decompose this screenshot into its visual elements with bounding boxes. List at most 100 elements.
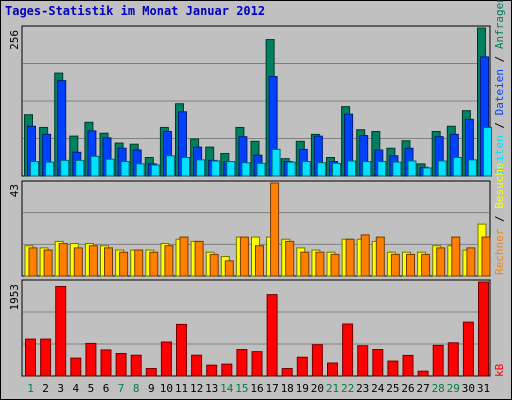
bar-seiten-day-27: [422, 167, 432, 177]
bar-rechner-day-27: [421, 253, 431, 277]
bar-rechner-day-29: [451, 236, 461, 277]
bar-rechner-day-31: [481, 236, 491, 277]
top-panel: 256 Seiten / Dateien / Anfragen: [8, 0, 506, 177]
legend-anfragen: Anfragen: [493, 0, 506, 49]
bar-seiten-day-8: [135, 163, 145, 177]
bar-rechner-day-6: [104, 247, 113, 277]
legend-rechner: Rechner: [493, 228, 506, 275]
bar-kb-day-2: [40, 338, 52, 377]
bar-rechner-day-7: [119, 251, 129, 277]
x-tick-label-25: 25: [386, 382, 399, 395]
bar-kb-day-26: [402, 354, 414, 377]
bar-seiten-day-30: [467, 159, 477, 177]
x-tick-label-19: 19: [296, 382, 309, 395]
top-y-max-label: 256: [8, 30, 21, 50]
bar-seiten-day-7: [120, 161, 130, 177]
bar-rechner-day-5: [88, 245, 98, 277]
bar-kb-day-10: [160, 341, 172, 377]
x-tick-label-2: 2: [42, 382, 49, 395]
bar-seiten-day-22: [347, 160, 357, 177]
x-tick-label-29: 29: [447, 382, 460, 395]
bottom-legend: kB: [493, 363, 506, 377]
bar-rechner-day-21: [330, 253, 340, 277]
bar-seiten-day-17: [271, 148, 281, 177]
x-tick-label-3: 3: [57, 382, 64, 395]
bar-seiten-day-12: [196, 159, 206, 177]
bar-rechner-day-17: [270, 182, 280, 277]
bar-rechner-day-30: [466, 247, 476, 277]
bar-seiten-day-23: [362, 161, 372, 177]
bottom-panel: 1953 kB: [8, 279, 506, 377]
svg-text:kB: kB: [493, 363, 506, 377]
x-tick-label-8: 8: [133, 382, 140, 395]
x-tick-label-16: 16: [250, 382, 263, 395]
x-tick-label-17: 17: [265, 382, 278, 395]
bar-seiten-day-18: [286, 161, 296, 177]
x-tick-label-21: 21: [326, 382, 339, 395]
bar-kb-day-13: [206, 364, 218, 377]
x-tick-label-5: 5: [88, 382, 95, 395]
x-tick-label-15: 15: [235, 382, 248, 395]
bar-rechner-day-9: [149, 251, 159, 277]
bar-kb-day-7: [115, 352, 127, 377]
bar-kb-day-24: [372, 349, 384, 377]
bar-kb-day-3: [55, 285, 67, 377]
bottom-y-max-label: 1953: [8, 284, 21, 311]
bar-kb-day-15: [236, 349, 248, 377]
bar-kb-day-30: [462, 321, 474, 377]
x-tick-label-31: 31: [477, 382, 490, 395]
svg-text:Seiten / Dateien / Anfragen: Seiten / Dateien / Anfragen: [493, 0, 506, 175]
bar-kb-day-8: [130, 354, 142, 377]
bar-seiten-day-6: [105, 158, 115, 177]
x-tick-label-23: 23: [356, 382, 369, 395]
bar-seiten-day-9: [150, 164, 160, 177]
chart-title: Tages-Statistik im Monat Januar 2012: [5, 4, 265, 18]
x-tick-label-6: 6: [103, 382, 110, 395]
bar-kb-day-22: [342, 323, 354, 377]
bar-kb-day-4: [70, 357, 82, 377]
bar-rechner-day-19: [300, 251, 310, 277]
legend-separator: /: [493, 49, 506, 69]
bar-kb-day-16: [251, 351, 263, 377]
legend-besuche: Besuche: [493, 162, 506, 208]
bar-rechner-day-12: [194, 240, 204, 277]
bar-kb-day-31: [478, 281, 489, 377]
x-tick-label-12: 12: [190, 382, 203, 395]
bar-seiten-day-31: [483, 126, 492, 177]
x-tick-label-13: 13: [205, 382, 218, 395]
x-tick-label-10: 10: [160, 382, 173, 395]
bar-kb-day-6: [100, 349, 112, 377]
x-tick-label-28: 28: [432, 382, 445, 395]
bar-seiten-day-24: [377, 161, 387, 177]
bar-rechner-day-15: [239, 236, 249, 277]
top-legend: Seiten / Dateien / Anfragen: [493, 0, 506, 175]
bar-rechner-day-8: [134, 249, 144, 277]
bar-seiten-day-28: [437, 160, 447, 177]
bar-rechner-day-24: [375, 236, 385, 277]
bar-rechner-day-3: [58, 243, 68, 277]
bar-kb-day-18: [281, 368, 293, 377]
x-tick-label-1: 1: [27, 382, 34, 395]
bar-kb-day-25: [387, 360, 399, 377]
middle-panel: 43 Rechner / Besuche: [8, 162, 506, 277]
bar-kb-day-19: [296, 356, 308, 377]
bar-kb-day-14: [221, 363, 233, 377]
top-panel-bars: [24, 27, 492, 177]
middle-y-max-label: 43: [8, 184, 21, 197]
legend-separator: /: [493, 209, 506, 229]
bar-seiten-day-10: [165, 155, 175, 177]
x-tick-label-22: 22: [341, 382, 354, 395]
bar-kb-day-21: [327, 362, 338, 377]
x-tick-label-26: 26: [401, 382, 414, 395]
bar-seiten-day-25: [392, 161, 402, 177]
x-tick-label-18: 18: [281, 382, 294, 395]
bottom-panel-bars: [25, 281, 489, 377]
bar-rechner-day-23: [360, 234, 370, 277]
x-tick-label-11: 11: [175, 382, 188, 395]
middle-legend: Rechner / Besuche: [493, 162, 506, 275]
x-tick-label-20: 20: [311, 382, 324, 395]
bar-rechner-day-25: [390, 253, 400, 277]
legend-seiten: Seiten: [493, 135, 506, 175]
